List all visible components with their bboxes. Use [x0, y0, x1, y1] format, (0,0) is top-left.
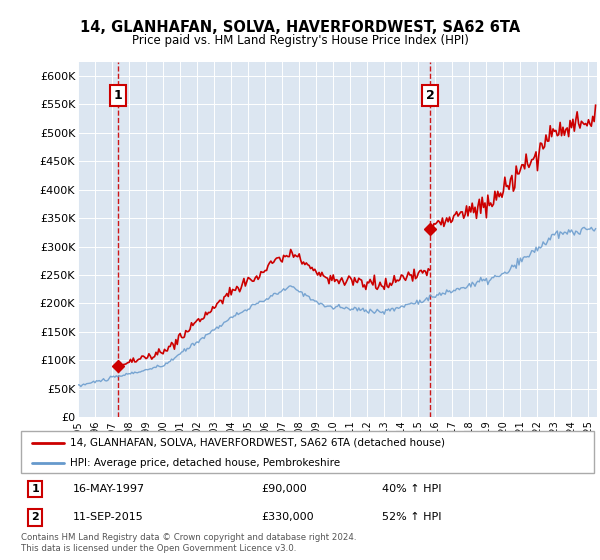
- Text: 1: 1: [114, 89, 123, 102]
- Text: 40% ↑ HPI: 40% ↑ HPI: [382, 484, 442, 494]
- Text: 14, GLANHAFAN, SOLVA, HAVERFORDWEST, SA62 6TA (detached house): 14, GLANHAFAN, SOLVA, HAVERFORDWEST, SA6…: [70, 438, 445, 448]
- Text: 16-MAY-1997: 16-MAY-1997: [73, 484, 145, 494]
- Text: 14, GLANHAFAN, SOLVA, HAVERFORDWEST, SA62 6TA: 14, GLANHAFAN, SOLVA, HAVERFORDWEST, SA6…: [80, 20, 520, 35]
- Text: £90,000: £90,000: [262, 484, 307, 494]
- Text: 2: 2: [31, 512, 39, 522]
- Text: Contains HM Land Registry data © Crown copyright and database right 2024.
This d: Contains HM Land Registry data © Crown c…: [21, 533, 356, 553]
- Text: HPI: Average price, detached house, Pembrokeshire: HPI: Average price, detached house, Pemb…: [70, 458, 340, 468]
- Text: 1: 1: [31, 484, 39, 494]
- Text: 2: 2: [425, 89, 434, 102]
- Text: 52% ↑ HPI: 52% ↑ HPI: [382, 512, 442, 522]
- Text: 11-SEP-2015: 11-SEP-2015: [73, 512, 143, 522]
- Text: £330,000: £330,000: [262, 512, 314, 522]
- Text: Price paid vs. HM Land Registry's House Price Index (HPI): Price paid vs. HM Land Registry's House …: [131, 34, 469, 46]
